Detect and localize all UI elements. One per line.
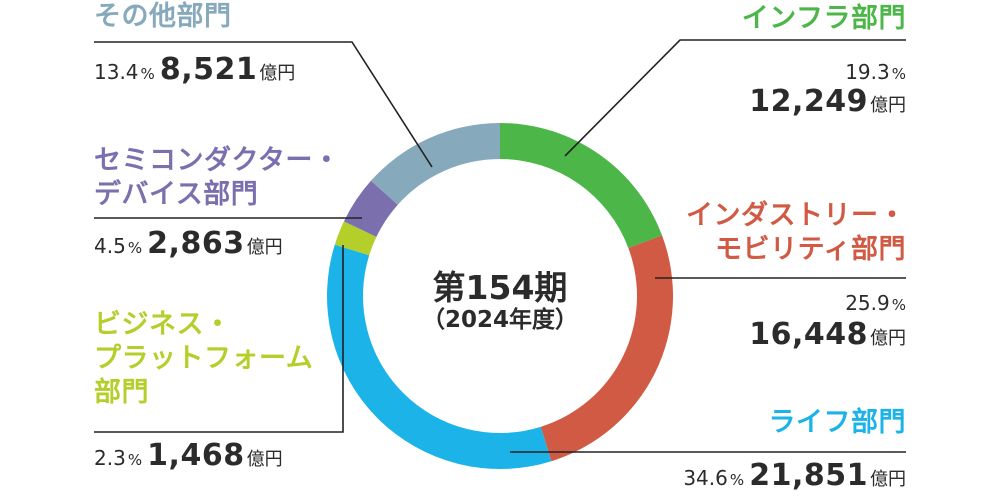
- value-semiconductor-device: 4.5% 2,863 億円: [94, 226, 283, 261]
- label-semiconductor-device-line2: デバイス部門: [94, 179, 259, 210]
- center-title: 第154期: [432, 268, 568, 307]
- amount-industry-mobility: 16,448: [749, 317, 868, 352]
- label-industry-mobility-line2: モビリティ部門: [715, 234, 906, 265]
- leader-other: [94, 41, 433, 168]
- slice-industry-mobility: [540, 235, 674, 462]
- label-semiconductor-device: セミコンダクター・ デバイス部門: [94, 144, 340, 212]
- label-industry-mobility-line1: インダストリー・: [686, 200, 906, 231]
- label-semiconductor-device-line1: セミコンダクター・: [94, 145, 341, 176]
- label-life-name: ライフ部門: [768, 407, 906, 438]
- label-business-platform-line3: 部門: [94, 377, 149, 408]
- slice-life: [327, 244, 552, 469]
- label-infra-name: インフラ部門: [741, 3, 906, 34]
- percent-business-platform: 2.3%: [94, 446, 143, 470]
- percent-industry-mobility: 25.9%: [845, 291, 906, 315]
- label-infra: インフラ部門: [742, 2, 906, 36]
- percent-life: 34.6%: [683, 466, 745, 490]
- amount-life: 21,851: [749, 458, 868, 493]
- chart-center-label: 第154期 （2024年度）: [380, 270, 620, 334]
- value-other: 13.4% 8,521 億円: [94, 52, 296, 87]
- value-infra: 19.3% 12,249 億円: [749, 60, 906, 119]
- amount-business-platform: 1,468: [147, 438, 245, 473]
- value-life: 34.6% 21,851 億円: [683, 458, 906, 493]
- slice-semiconductor-device: [343, 180, 398, 237]
- amount-semiconductor-device: 2,863: [147, 226, 245, 261]
- slice-infra: [500, 123, 663, 248]
- label-other-name: その他部門: [94, 1, 232, 32]
- label-business-platform-line2: プラットフォーム: [94, 343, 314, 374]
- value-industry-mobility: 25.9% 16,448 億円: [749, 291, 906, 352]
- slice-other: [370, 123, 500, 205]
- percent-other: 13.4%: [94, 60, 155, 84]
- leader-infra: [564, 39, 906, 157]
- amount-other: 8,521: [159, 52, 258, 87]
- center-subtitle: （2024年度）: [421, 307, 578, 333]
- amount-infra: 12,249: [749, 84, 868, 119]
- slice-business-platform: [334, 221, 377, 256]
- percent-semiconductor-device: 4.5%: [94, 234, 143, 258]
- label-business-platform: ビジネス・ プラットフォーム 部門: [94, 308, 313, 410]
- label-business-platform-line1: ビジネス・: [94, 309, 232, 340]
- label-other: その他部門: [94, 0, 232, 34]
- leader-business-platform: [94, 245, 344, 433]
- percent-infra: 19.3%: [845, 60, 906, 84]
- label-industry-mobility: インダストリー・ モビリティ部門: [686, 199, 906, 267]
- value-business-platform: 2.3% 1,468 億円: [94, 438, 283, 473]
- label-life: ライフ部門: [769, 406, 907, 440]
